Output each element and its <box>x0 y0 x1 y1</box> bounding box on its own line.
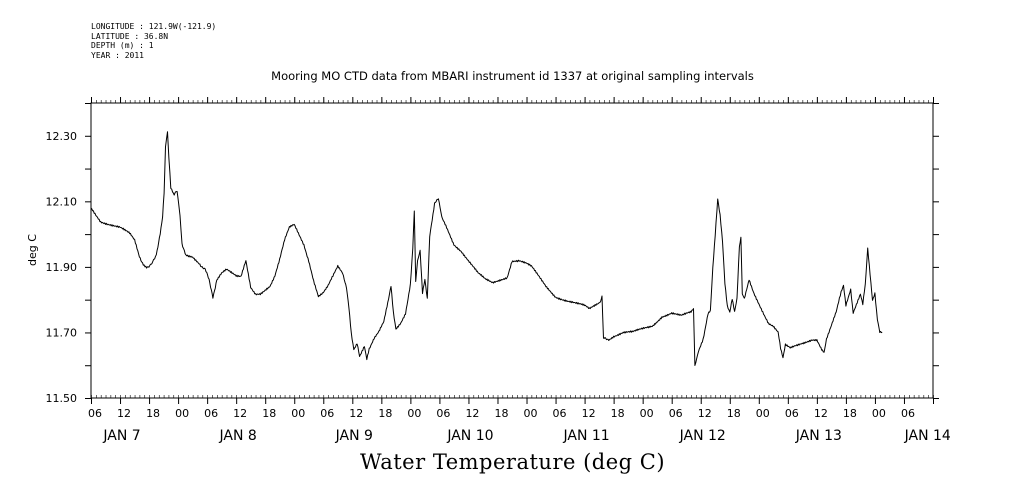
x-hour-label: 18 <box>843 407 857 420</box>
tick-label-group: 11.50 11.70 11.90 12.10 12.30 06 12 18 00 06 12 18 0… <box>46 130 951 444</box>
x-day-label: JAN 10 <box>446 428 493 444</box>
temperature-series-line <box>90 131 883 366</box>
x-hour-label: 06 <box>785 407 799 420</box>
longitude-label: LONGITUDE : 121.9W(-121.9) <box>91 22 217 31</box>
x-hour-label: 00 <box>872 407 886 420</box>
axes-group <box>90 102 934 399</box>
x-hour-label: 12 <box>465 407 479 420</box>
x-hour-label: 18 <box>727 407 741 420</box>
x-hour-label: 00 <box>291 407 305 420</box>
x-hour-label: 06 <box>436 407 450 420</box>
y-tick-label: 12.30 <box>46 130 78 143</box>
x-hour-label: 00 <box>407 407 421 420</box>
x-hour-label: 06 <box>320 407 334 420</box>
x-hour-label: 06 <box>901 407 915 420</box>
x-hour-label: 12 <box>582 407 596 420</box>
x-hour-label: 12 <box>814 407 828 420</box>
x-hour-label: 06 <box>669 407 683 420</box>
y-axis-label: deg C <box>26 234 39 266</box>
y-tick-label: 11.50 <box>46 392 78 405</box>
x-day-label: JAN 9 <box>335 428 373 444</box>
x-day-label: JAN 8 <box>219 428 257 444</box>
latitude-label: LATITUDE : 36.8N <box>91 31 169 41</box>
y-tick-label: 11.90 <box>46 261 78 274</box>
x-hour-label: 00 <box>756 407 770 420</box>
x-hour-label: 12 <box>349 407 363 420</box>
y-tick-label: 12.10 <box>46 195 78 208</box>
x-hour-label: 18 <box>378 407 392 420</box>
x-hour-label: 06 <box>553 407 567 420</box>
x-day-label: JAN 13 <box>795 428 842 444</box>
x-hour-label: 18 <box>262 407 276 420</box>
x-day-label: JAN 11 <box>562 428 609 444</box>
year-label: YEAR : 2011 <box>91 50 144 60</box>
metadata-block: LONGITUDE : 121.9W(-121.9) LATITUDE : 36… <box>91 22 216 60</box>
x-day-label: JAN 14 <box>904 428 951 444</box>
x-hour-label: 00 <box>175 407 189 420</box>
depth-label: DEPTH (m) : 1 <box>91 41 154 51</box>
x-hour-label: 12 <box>698 407 712 420</box>
x-hour-label: 00 <box>640 407 654 420</box>
chart-title: Mooring MO CTD data from MBARI instrumen… <box>271 69 754 83</box>
x-hour-label: 00 <box>524 407 538 420</box>
x-hour-label: 12 <box>117 407 131 420</box>
x-hour-label: 12 <box>233 407 247 420</box>
x-day-label: JAN 12 <box>679 428 726 444</box>
x-hour-label: 18 <box>494 407 508 420</box>
x-hour-label: 18 <box>146 407 160 420</box>
y-tick-label: 11.70 <box>46 326 78 339</box>
plot-frame <box>90 102 934 399</box>
x-axis-title: Water Temperature (deg C) <box>359 450 666 474</box>
x-hour-label: 06 <box>88 407 102 420</box>
x-day-label: JAN 7 <box>102 428 140 444</box>
x-hour-label: 06 <box>204 407 218 420</box>
x-hour-label: 18 <box>611 407 625 420</box>
tick-group <box>85 97 939 404</box>
plot-group <box>90 131 883 366</box>
